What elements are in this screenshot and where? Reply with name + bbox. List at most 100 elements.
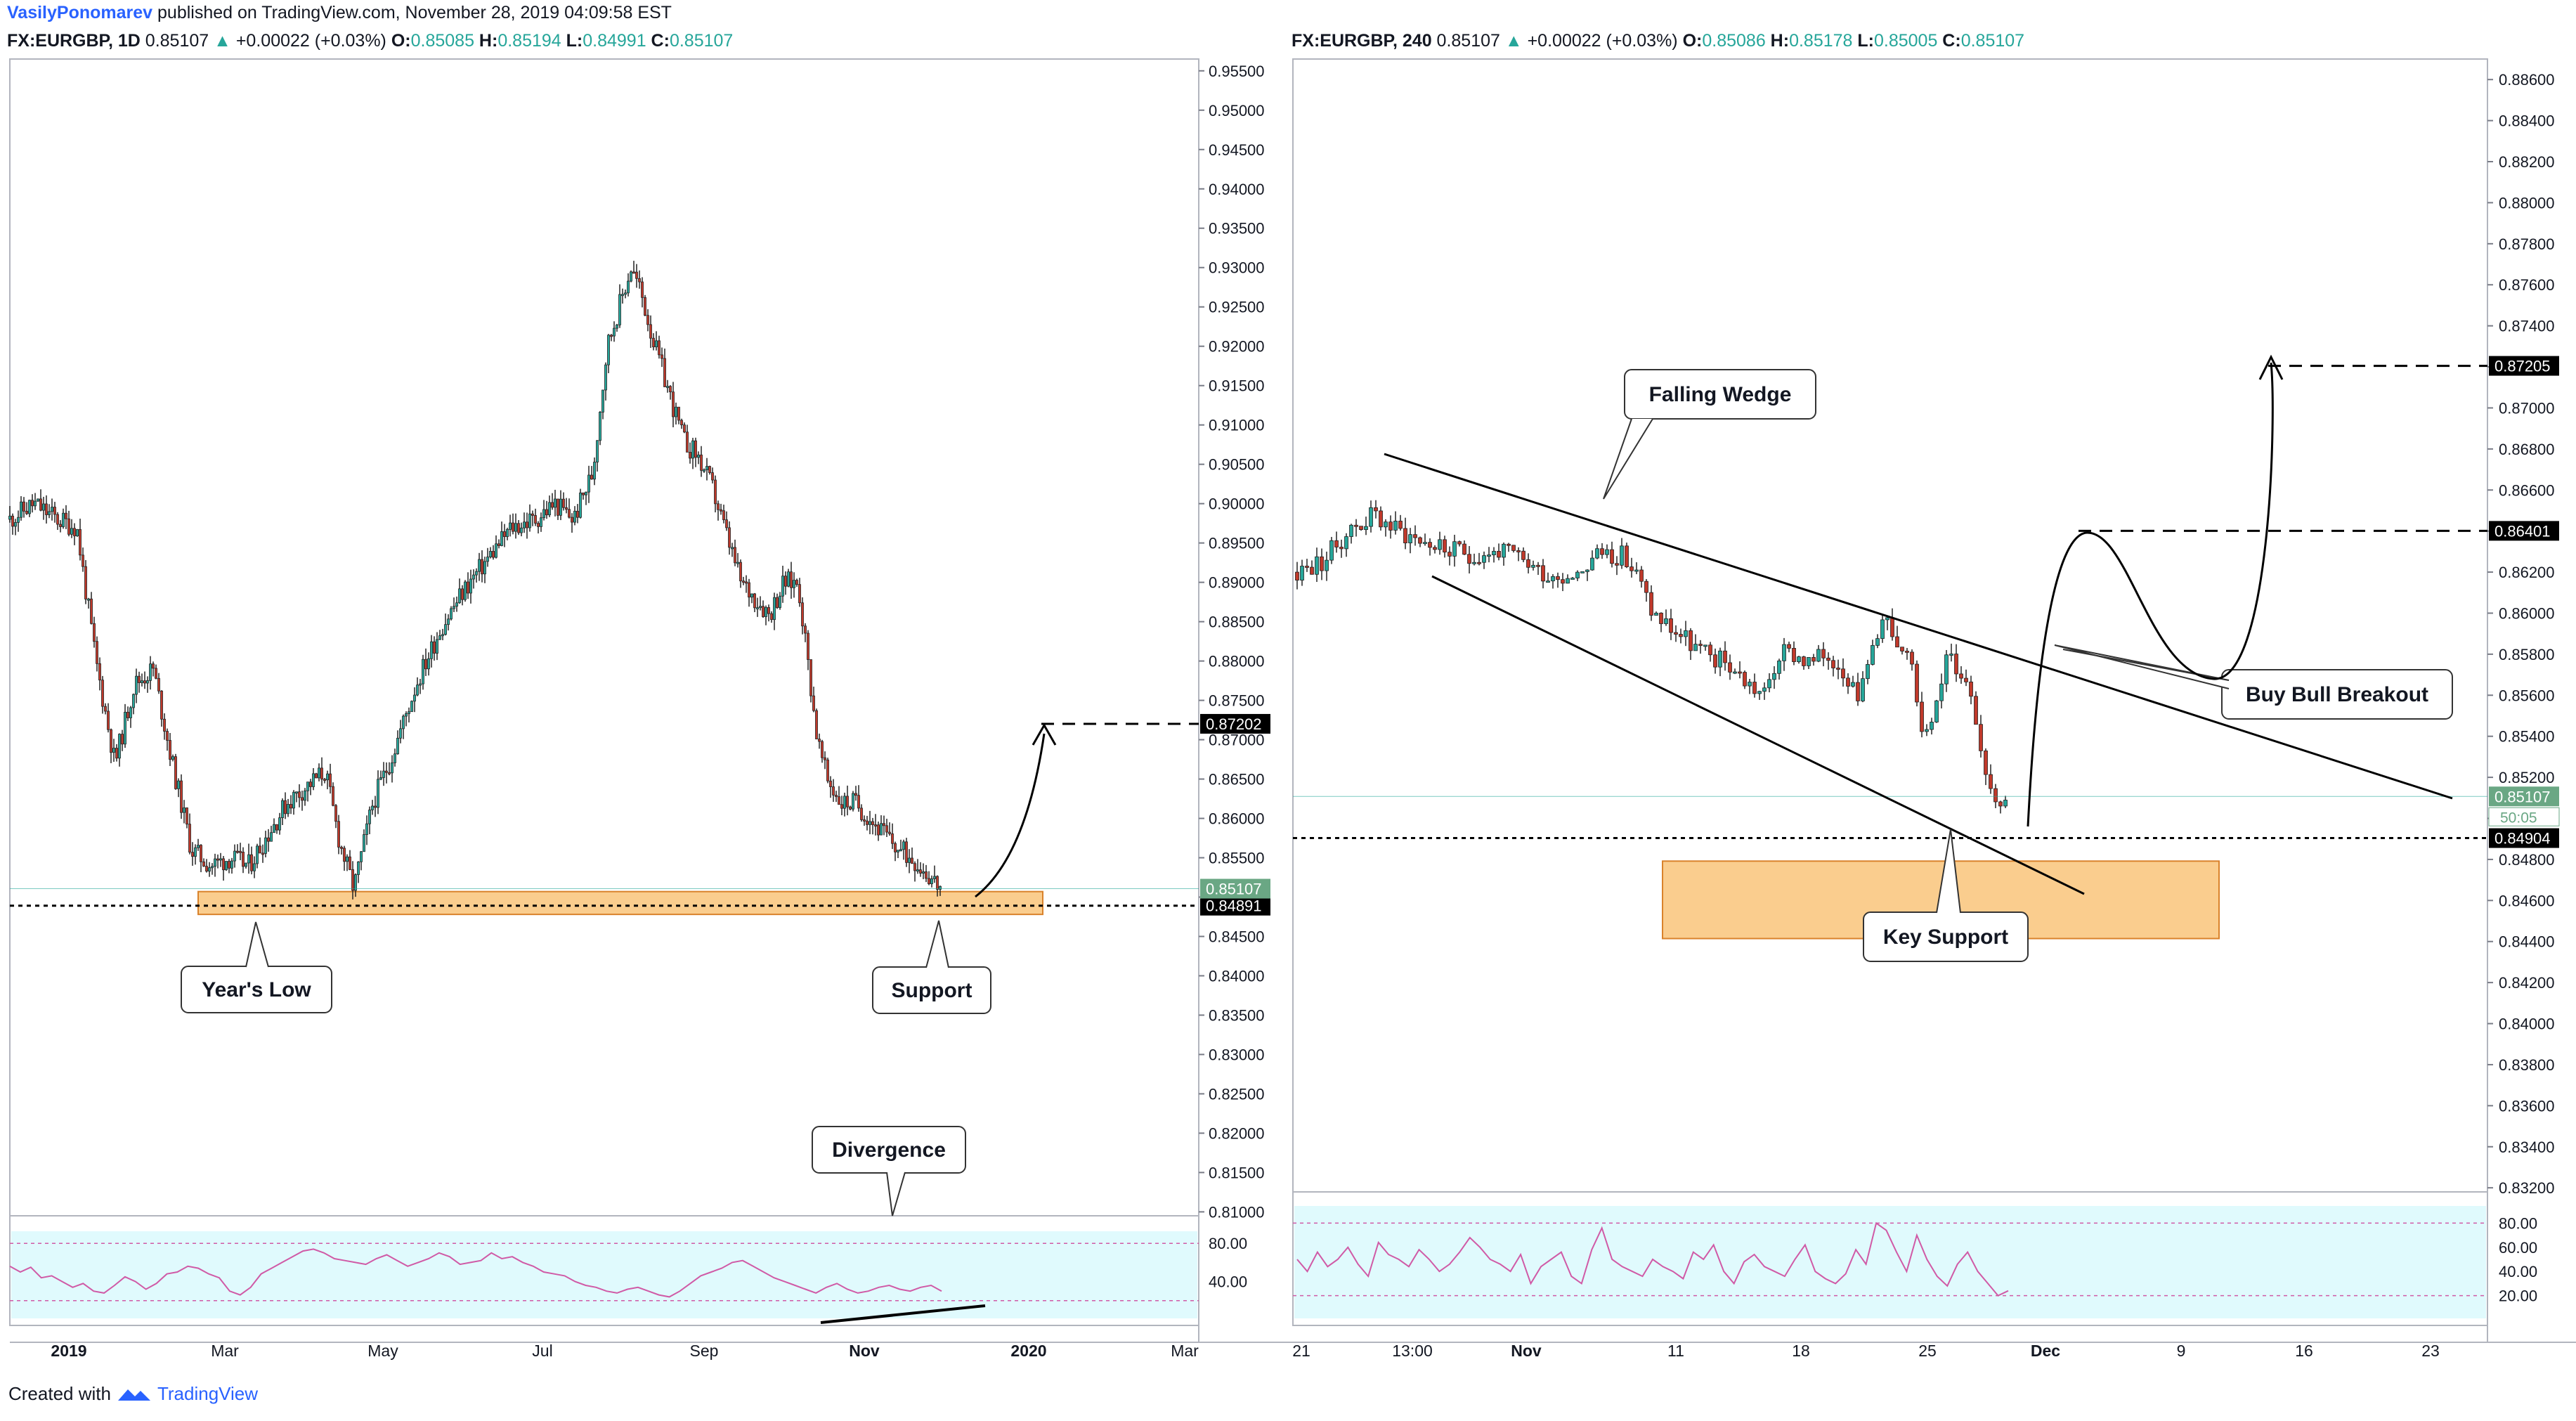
candle-body <box>891 833 894 844</box>
author-link[interactable]: VasilyPonomarev <box>7 3 153 22</box>
candle-body <box>1664 618 1668 624</box>
candle <box>129 706 132 728</box>
candle <box>540 512 542 532</box>
candle-body <box>67 518 70 535</box>
candle <box>51 498 53 521</box>
candle-body <box>1325 559 1329 571</box>
candle <box>1443 536 1447 558</box>
candle-body <box>1566 578 1570 584</box>
candle <box>59 520 62 533</box>
candle-body <box>450 608 453 620</box>
candle <box>1580 571 1585 573</box>
candle <box>1782 637 1786 671</box>
candle-body <box>340 847 343 849</box>
left-symbol[interactable]: FX:EURGBP, 1D <box>7 31 141 51</box>
candle <box>481 550 483 583</box>
candle <box>1408 528 1412 554</box>
callout-years-low-text: Year's Low <box>202 978 311 1001</box>
candle-body <box>753 593 756 609</box>
candle-body <box>793 580 795 588</box>
candle <box>824 751 826 770</box>
price-level-label: 0.84891 <box>1206 897 1262 915</box>
candle <box>731 543 734 557</box>
candle <box>1816 644 1821 663</box>
candle <box>346 854 349 871</box>
candle-body <box>84 566 87 599</box>
candle <box>393 748 396 767</box>
candle-body <box>87 598 90 601</box>
candle <box>652 333 655 351</box>
candle-body <box>1723 650 1727 663</box>
tradingview-brand[interactable]: TradingView <box>157 1383 259 1404</box>
candle-body <box>1930 722 1934 730</box>
candle-body <box>517 523 520 533</box>
candle-body <box>112 748 115 753</box>
candle-body <box>1457 541 1462 545</box>
candle <box>784 571 787 595</box>
rsi-band <box>1294 1206 2486 1318</box>
candle-body <box>318 767 320 779</box>
candle <box>860 804 863 822</box>
candle <box>1511 545 1516 553</box>
candle <box>1743 670 1747 689</box>
candle-body <box>1816 649 1821 662</box>
candle-body <box>1895 636 1899 648</box>
left-l-label: L: <box>561 31 583 51</box>
candle <box>31 494 34 513</box>
candle-body <box>391 763 393 774</box>
price-tick-label: 0.94000 <box>1209 181 1265 198</box>
candle-body <box>742 580 745 583</box>
candle <box>1723 641 1727 671</box>
left-c-value: 0.85107 <box>669 31 734 51</box>
candle-body <box>919 869 922 874</box>
candle <box>1949 643 1953 662</box>
candle-body <box>641 281 644 298</box>
candle <box>618 284 621 328</box>
candle <box>1984 748 1988 786</box>
candle <box>1300 559 1304 586</box>
candle-body <box>618 294 621 325</box>
publish-text: published on TradingView.com, November 2… <box>152 3 672 22</box>
candle <box>320 757 323 786</box>
candle <box>812 687 815 713</box>
candle <box>1551 573 1555 589</box>
candle-body <box>1674 632 1678 635</box>
callout-buy-bull-breakout-text: Buy Bull Breakout <box>2246 683 2428 706</box>
candle <box>1354 519 1358 537</box>
candle <box>98 657 101 691</box>
candle <box>703 468 705 473</box>
candle-body <box>916 869 919 872</box>
candle-body <box>1851 682 1855 687</box>
tradingview-logo-icon[interactable] <box>117 1385 152 1403</box>
candle-body <box>1541 565 1545 582</box>
right-symbol[interactable]: FX:EURGBP, 240 <box>1292 31 1432 51</box>
candle <box>545 500 548 519</box>
candle <box>228 859 230 874</box>
candle <box>736 552 739 568</box>
candle-body <box>371 805 374 810</box>
countdown-label: 50:05 <box>2500 810 2537 826</box>
candle-body <box>860 807 863 820</box>
candle <box>565 498 568 514</box>
candle <box>928 871 930 885</box>
candle <box>1684 621 1688 647</box>
candle <box>28 500 31 517</box>
candle-body <box>672 391 675 417</box>
candle-body <box>101 680 104 707</box>
left-o-value: 0.85085 <box>410 31 474 51</box>
candle <box>1871 640 1875 666</box>
candle-body <box>326 773 329 781</box>
price-tick-label: 0.88200 <box>2499 153 2555 171</box>
candle-body <box>256 845 259 864</box>
price-tick-label: 0.90500 <box>1209 456 1265 474</box>
candle-body <box>565 507 568 510</box>
candle-body <box>722 510 725 521</box>
candle <box>1349 524 1353 544</box>
candle-body <box>1693 644 1698 651</box>
price-level-label-bg <box>2489 356 2559 376</box>
candle-body <box>20 501 22 518</box>
candle-body <box>65 512 67 519</box>
candle-body <box>1964 677 1968 682</box>
price-tick-label: 0.84800 <box>2499 851 2555 869</box>
